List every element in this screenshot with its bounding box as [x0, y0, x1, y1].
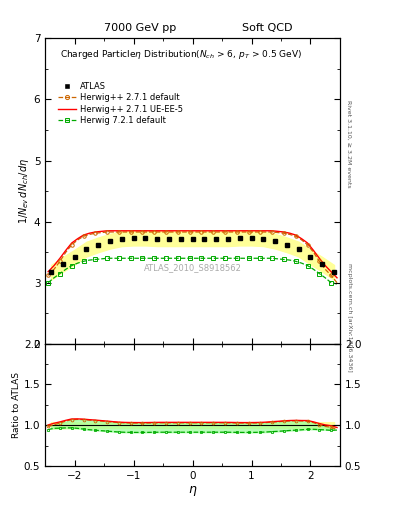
Text: 7000 GeV pp: 7000 GeV pp	[104, 23, 176, 33]
Text: Charged Particle$\eta$ Distribution($N_{ch}$ > 6, $p_T$ > 0.5 GeV): Charged Particle$\eta$ Distribution($N_{…	[60, 48, 302, 60]
Legend: ATLAS, Herwig++ 2.7.1 default, Herwig++ 2.7.1 UE-EE-5, Herwig 7.2.1 default: ATLAS, Herwig++ 2.7.1 default, Herwig++ …	[55, 79, 186, 127]
Y-axis label: Ratio to ATLAS: Ratio to ATLAS	[12, 372, 21, 438]
X-axis label: $\eta$: $\eta$	[188, 483, 197, 498]
Text: Rivet 3.1.10, ≥ 3.2M events: Rivet 3.1.10, ≥ 3.2M events	[347, 99, 352, 187]
Text: Soft QCD: Soft QCD	[242, 23, 293, 33]
Y-axis label: $1/N_{ev}\,dN_{ch}/d\eta$: $1/N_{ev}\,dN_{ch}/d\eta$	[17, 158, 31, 224]
Text: mcplots.cern.ch [arXiv:1306.3436]: mcplots.cern.ch [arXiv:1306.3436]	[347, 263, 352, 372]
Text: ATLAS_2010_S8918562: ATLAS_2010_S8918562	[143, 263, 242, 272]
